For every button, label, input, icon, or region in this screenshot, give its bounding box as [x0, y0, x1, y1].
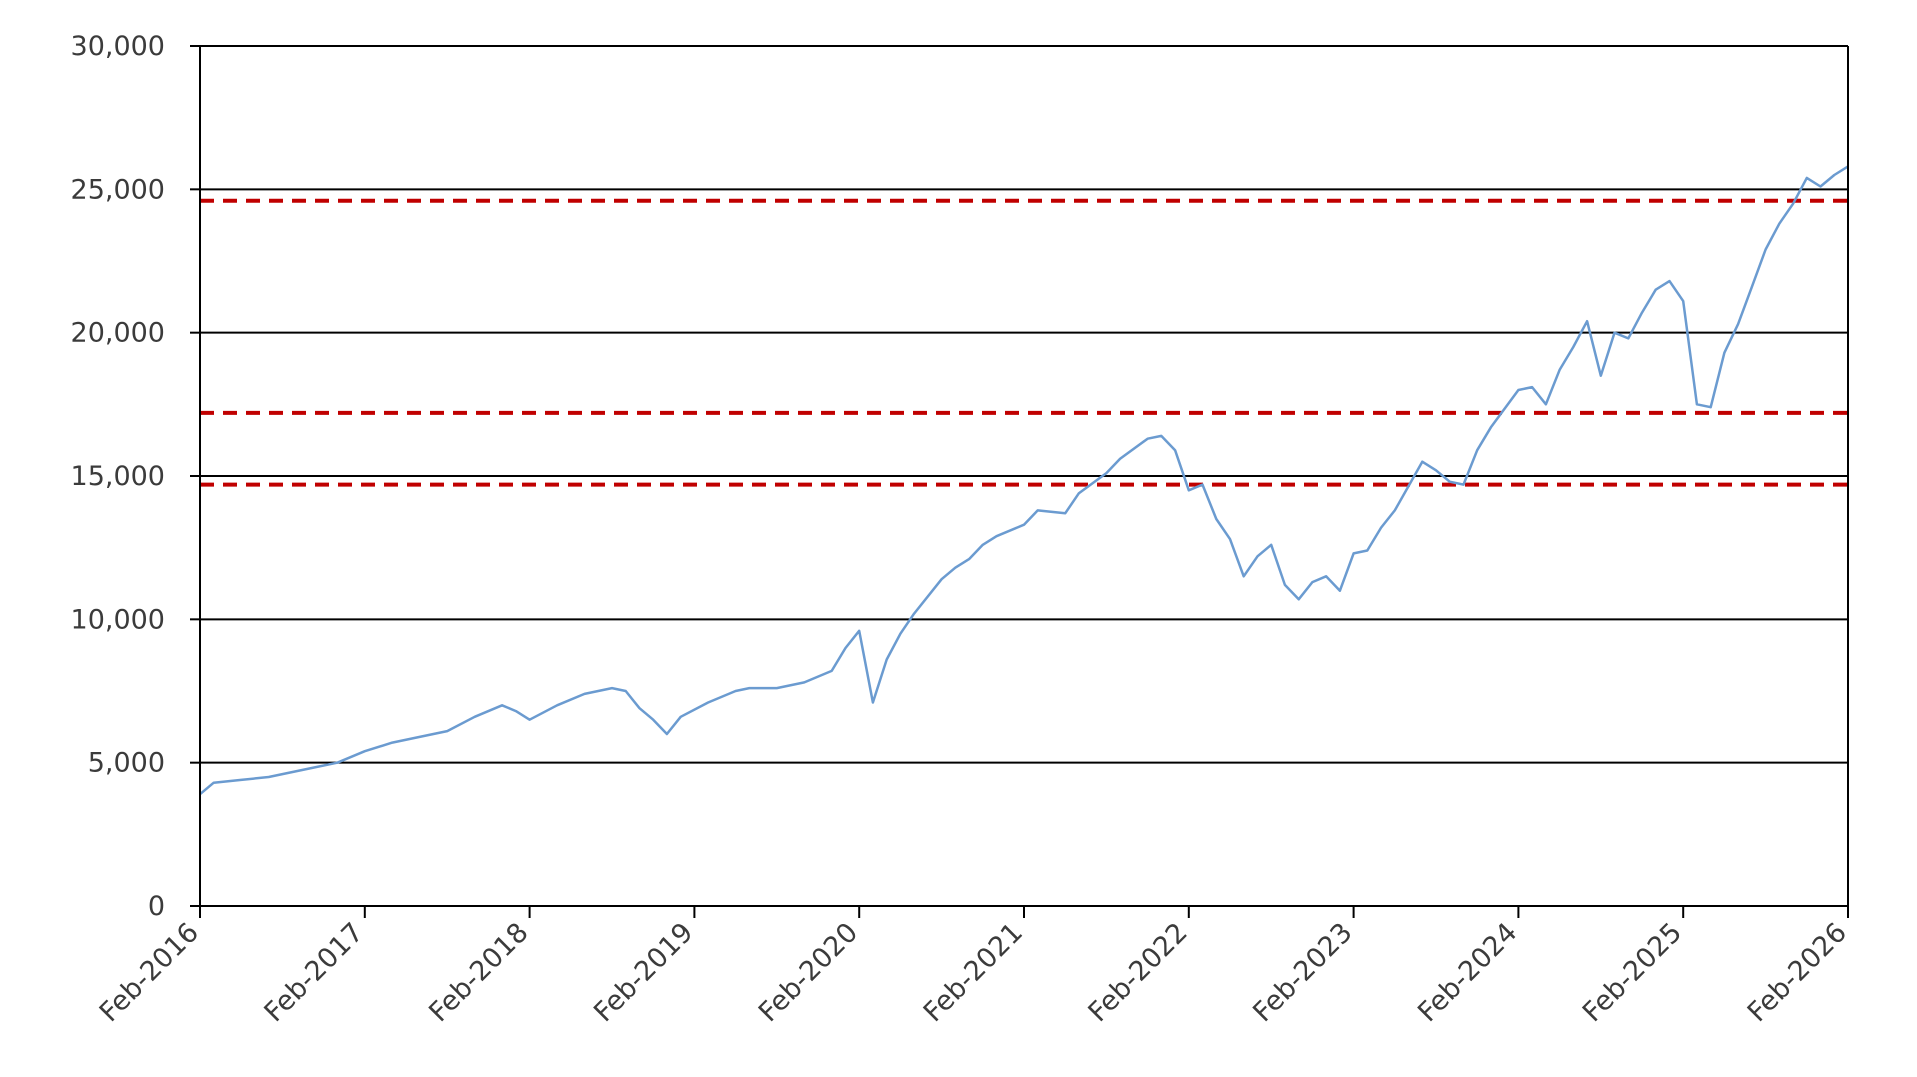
x-tick-label-4: Feb-2020: [753, 917, 864, 1028]
x-tick-label-7: Feb-2023: [1247, 917, 1358, 1028]
y-tick-label-3: 15,000: [71, 461, 165, 492]
y-tick-label-5: 25,000: [71, 174, 165, 205]
y-tick-label-6: 30,000: [71, 31, 165, 62]
series-layer: [199, 165, 1849, 796]
series-line-0: [199, 165, 1849, 796]
x-tick-label-8: Feb-2024: [1412, 917, 1523, 1028]
x-tick-label-9: Feb-2025: [1577, 917, 1688, 1028]
y-tick-label-4: 20,000: [71, 318, 165, 349]
y-axis-tick-labels: 0 5,000 10,000 15,000 20,000 25,000 30,000: [71, 31, 165, 922]
y-tick-label-1: 5,000: [88, 748, 165, 779]
gridlines: [200, 45, 1848, 764]
axes: [190, 45, 1849, 918]
y-tick-label-0: 0: [148, 891, 165, 922]
x-tick-label-3: Feb-2019: [588, 917, 699, 1028]
x-axis-tick-labels: Feb-2016 Feb-2017 Feb-2018 Feb-2019 Feb-2020…: [94, 917, 1853, 1028]
x-tick-label-6: Feb-2022: [1083, 917, 1194, 1028]
y-tick-label-2: 10,000: [71, 604, 165, 635]
x-tick-label-10: Feb-2026: [1742, 917, 1853, 1028]
reference-lines: [200, 198, 1848, 487]
x-tick-label-2: Feb-2018: [423, 917, 534, 1028]
x-tick-label-0: Feb-2016: [94, 917, 205, 1028]
x-tick-label-5: Feb-2021: [918, 917, 1029, 1028]
x-tick-label-1: Feb-2017: [259, 917, 370, 1028]
